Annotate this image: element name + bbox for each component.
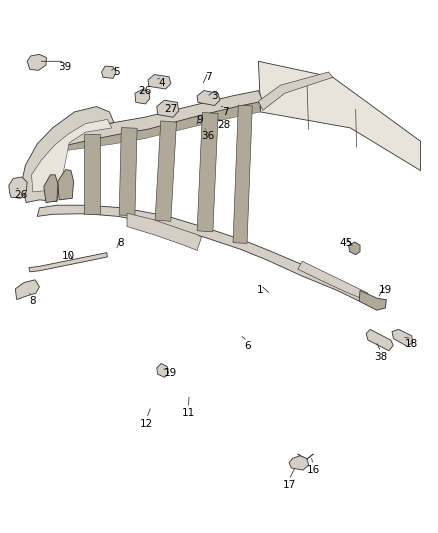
Text: 19: 19 — [164, 368, 177, 378]
Text: 7: 7 — [205, 72, 212, 82]
Polygon shape — [127, 213, 201, 251]
Polygon shape — [102, 66, 116, 78]
Text: 5: 5 — [113, 67, 120, 77]
Polygon shape — [22, 107, 114, 203]
Text: 8: 8 — [29, 296, 36, 306]
Polygon shape — [155, 121, 177, 221]
Polygon shape — [157, 100, 179, 117]
Polygon shape — [233, 105, 252, 244]
Polygon shape — [29, 253, 107, 272]
Text: 28: 28 — [217, 120, 230, 130]
Text: 4: 4 — [159, 78, 166, 87]
Polygon shape — [197, 91, 220, 106]
Text: 12: 12 — [140, 419, 153, 429]
Text: 27: 27 — [164, 104, 177, 114]
Polygon shape — [258, 72, 333, 110]
Text: 3: 3 — [211, 91, 218, 101]
Polygon shape — [44, 175, 58, 203]
Text: 38: 38 — [374, 352, 388, 362]
Text: 45: 45 — [339, 238, 353, 247]
Text: 8: 8 — [117, 238, 124, 247]
Text: 17: 17 — [283, 480, 296, 490]
Text: 10: 10 — [61, 251, 74, 261]
Polygon shape — [157, 364, 169, 377]
Polygon shape — [366, 329, 393, 351]
Polygon shape — [84, 134, 100, 214]
Polygon shape — [58, 169, 74, 200]
Text: 39: 39 — [58, 62, 71, 71]
Text: 26: 26 — [14, 190, 28, 199]
Polygon shape — [298, 261, 368, 300]
Text: 16: 16 — [307, 465, 320, 475]
Polygon shape — [37, 205, 364, 301]
Polygon shape — [15, 280, 39, 300]
Polygon shape — [68, 101, 261, 150]
Text: 11: 11 — [182, 408, 195, 418]
Text: 6: 6 — [244, 342, 251, 351]
Polygon shape — [258, 61, 420, 171]
Polygon shape — [32, 119, 112, 193]
Polygon shape — [289, 456, 309, 470]
Polygon shape — [197, 112, 218, 232]
Polygon shape — [27, 54, 46, 70]
Text: 36: 36 — [201, 131, 215, 141]
Polygon shape — [135, 90, 150, 104]
Polygon shape — [359, 290, 386, 310]
Polygon shape — [392, 329, 413, 346]
Text: 26: 26 — [138, 86, 151, 95]
Text: 1: 1 — [257, 286, 264, 295]
Polygon shape — [119, 127, 137, 216]
Text: 7: 7 — [222, 107, 229, 117]
Polygon shape — [148, 75, 171, 89]
Polygon shape — [64, 91, 263, 145]
Text: 19: 19 — [379, 286, 392, 295]
Text: 9: 9 — [196, 115, 203, 125]
Text: 18: 18 — [405, 339, 418, 349]
Polygon shape — [9, 177, 27, 198]
Polygon shape — [349, 242, 360, 255]
